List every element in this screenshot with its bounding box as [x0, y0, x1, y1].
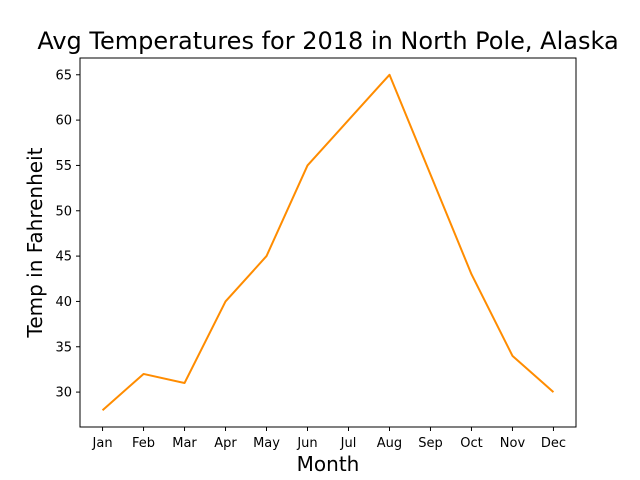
chart-title: Avg Temperatures for 2018 in North Pole,…	[37, 27, 618, 55]
series-line-1	[101, 73, 555, 411]
x-tick-label-dec: Dec	[541, 436, 566, 451]
plot-frame	[79, 57, 577, 428]
x-tick-label-apr: Apr	[214, 436, 237, 451]
x-tick-label-mar: Mar	[172, 436, 197, 451]
y-tick-label-55: 55	[55, 159, 72, 174]
x-tick-label-jun: Jun	[296, 436, 317, 451]
x-tick-label-jan: Jan	[92, 436, 113, 451]
x-tick-label-feb: Feb	[132, 436, 155, 451]
x-axis-label: Month	[297, 452, 360, 476]
x-tick-label-aug: Aug	[377, 436, 402, 451]
x-tick-label-oct: Oct	[460, 436, 482, 451]
y-tick-label-45: 45	[55, 250, 72, 265]
x-tick-label-nov: Nov	[500, 436, 526, 451]
y-tick-label-60: 60	[55, 114, 72, 129]
y-axis-label: Temp in Fahrenheit	[23, 147, 47, 338]
y-tick-label-50: 50	[55, 204, 72, 219]
y-tick-label-30: 30	[55, 386, 72, 401]
x-tick-label-jul: Jul	[340, 436, 357, 451]
y-tick-label-40: 40	[55, 295, 72, 310]
x-tick-label-may: May	[253, 436, 280, 451]
x-tick-label-sep: Sep	[418, 436, 443, 451]
y-tick-label-35: 35	[55, 340, 72, 355]
plot-area: Jan Feb Mar Apr May Jun Jul Aug Sep Oct Nov Dec 30 35…	[55, 68, 566, 451]
y-tick-label-65: 65	[55, 68, 72, 83]
